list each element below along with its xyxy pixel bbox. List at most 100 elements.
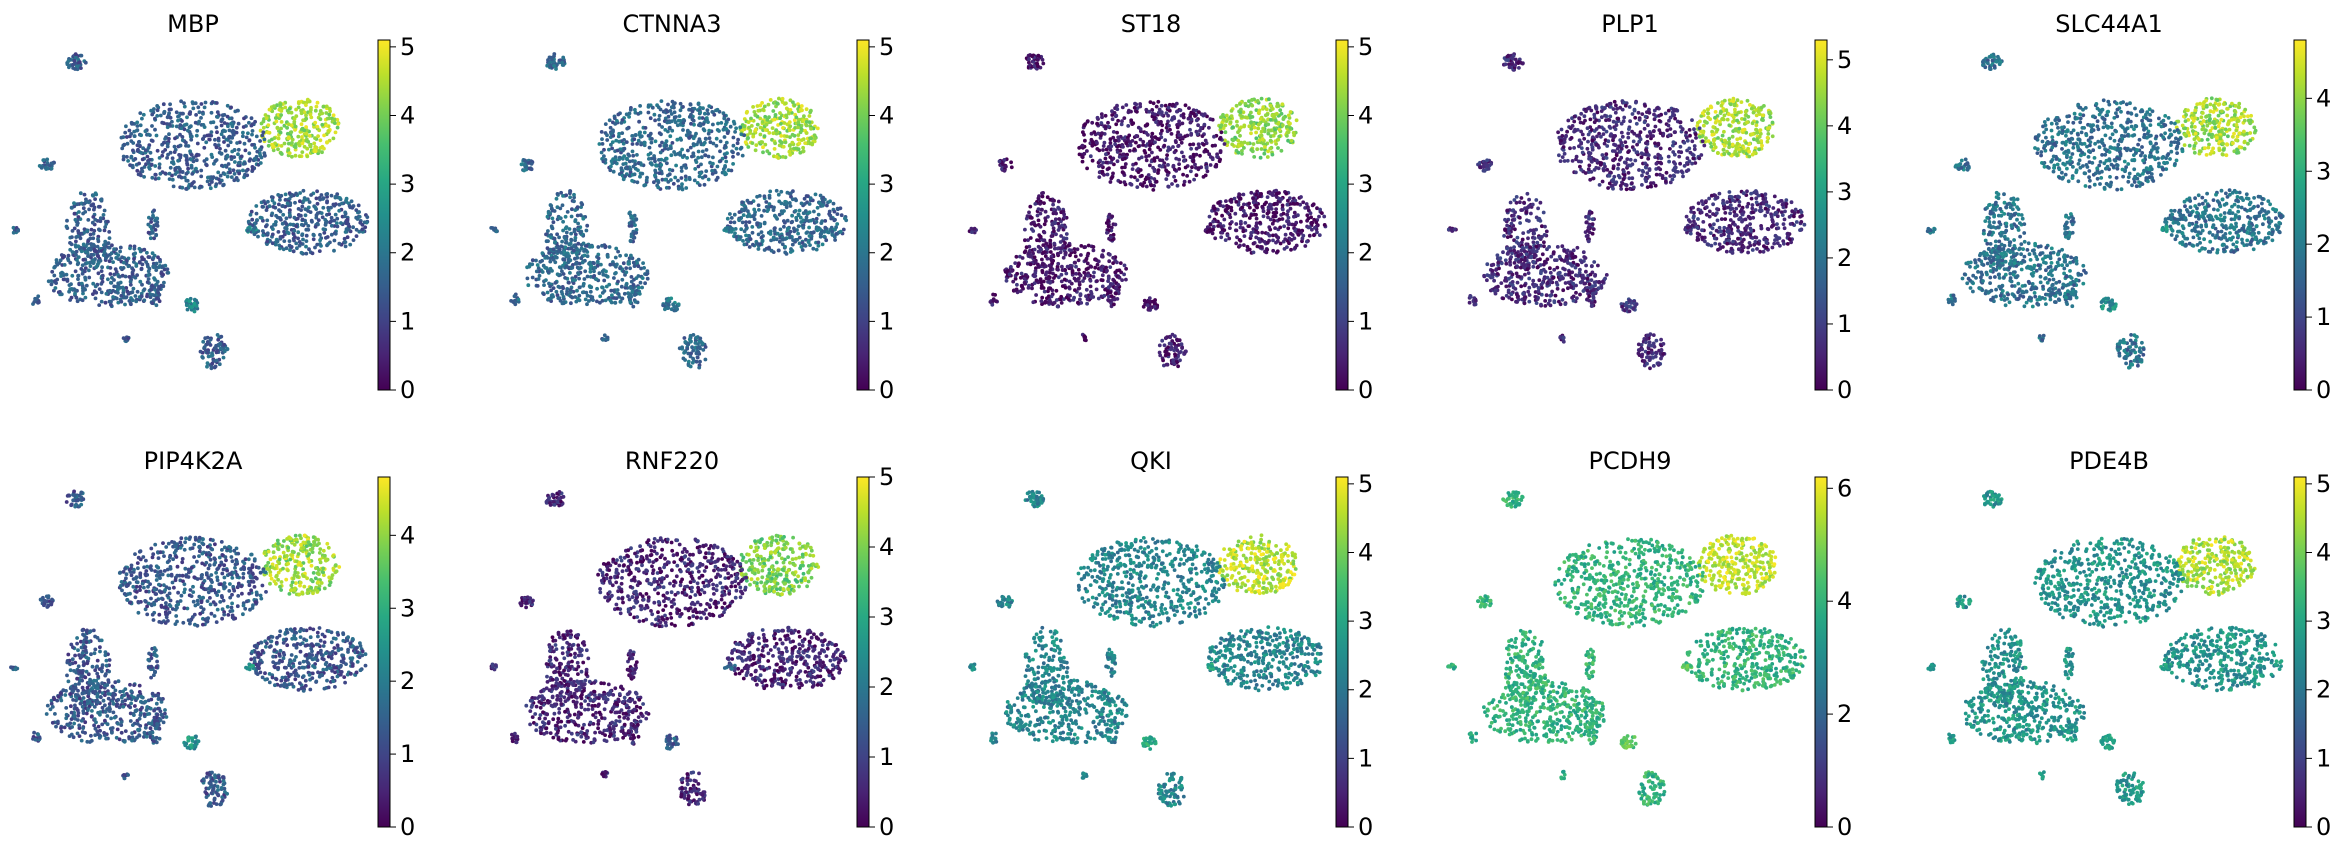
scatter-point [363,220,367,224]
scatter-point [228,171,232,175]
scatter-point [65,219,69,223]
scatter-point [289,130,293,134]
scatter-point [817,244,821,248]
scatter-point [288,248,292,252]
scatter-point [1171,116,1175,120]
scatter-point [1238,244,1242,248]
scatter-point [236,109,240,113]
scatter-point [548,284,552,288]
scatter-point [1259,156,1263,160]
scatter-point [695,360,699,364]
scatter-point [1123,165,1127,169]
scatter-point [1170,132,1174,136]
scatter-point [263,138,267,142]
scatter-point [103,225,107,229]
scatter-point [1274,131,1278,135]
scatter-point [205,163,209,167]
scatter-point [76,274,80,278]
scatter-point [674,164,678,168]
scatter-point [556,245,560,249]
scatter-point [556,192,560,196]
scatter-point [1136,178,1140,182]
scatter-point [250,124,254,128]
scatter-point [298,214,302,218]
scatter-point [109,272,113,276]
scatter-point [811,247,815,251]
scatter-point [77,231,81,235]
scatter-point [150,113,154,117]
scatter-point [1103,141,1107,145]
scatter-point [567,281,571,285]
scatter-point [1177,133,1181,137]
scatter-point [743,243,747,247]
scatter-point [90,244,94,248]
scatter-point [212,162,216,166]
scatter-point [173,150,177,154]
scatter-point [152,107,156,111]
scatter-point [801,146,805,150]
scatter-point [782,219,786,223]
scatter-point [579,256,583,260]
scatter-point [231,129,235,133]
scatter-point [285,246,289,250]
scatter-point [560,61,564,65]
scatter-point [719,140,723,144]
scatter-point [214,182,218,186]
scatter-point [85,229,89,233]
scatter-point [1247,202,1251,206]
scatter-point [333,117,337,121]
scatter-point [605,285,609,289]
scatter-point [311,251,315,255]
scatter-point [82,206,86,210]
scatter-point [309,193,313,197]
scatter-point [680,345,684,349]
scatter-point [558,207,562,211]
scatter-point [791,133,795,137]
scatter-point [701,106,705,110]
scatter-point [277,203,281,207]
scatter-point [1121,157,1125,161]
scatter-point [765,209,769,213]
scatter-point [636,180,640,184]
scatter-point [608,245,612,249]
scatter-point [1252,155,1256,159]
scatter-point [1133,106,1137,110]
scatter-point [1235,124,1239,128]
scatter-point [138,111,142,115]
scatter-point [261,134,265,138]
colorbar [378,40,390,390]
scatter-point [816,206,820,210]
scatter-point [332,113,336,117]
scatter-point [747,126,751,130]
scatter-point [304,114,308,118]
scatter-point [843,217,847,221]
scatter-point [588,245,592,249]
scatter-point [133,134,137,138]
scatter-point [1187,117,1191,121]
scatter-point [45,158,49,162]
scatter-point [551,217,555,221]
scatter-point [739,147,743,151]
scatter-point [701,150,705,154]
scatter-point [693,167,697,171]
scatter-point [297,101,301,105]
scatter-point [565,265,569,269]
scatter-point [683,336,687,340]
scatter-point [567,255,571,259]
scatter-point [124,275,128,279]
scatter-point [751,105,755,109]
scatter-point [657,158,661,162]
scatter-point [1153,113,1157,117]
scatter-point [773,147,777,151]
scatter-point [147,161,151,165]
scatter-point [89,248,93,252]
scatter-point [120,136,124,140]
scatter-point [1166,173,1170,177]
scatter-point [686,129,690,133]
scatter-point [734,126,738,130]
scatter-point [545,255,549,259]
scatter-point [756,109,760,113]
scatter-point [550,224,554,228]
scatter-point [180,119,184,123]
scatter-point [641,261,645,265]
